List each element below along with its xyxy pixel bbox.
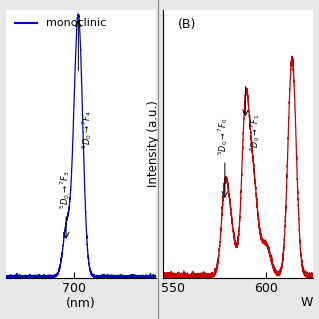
Text: $^5D_0{\rightarrow}^7F_3$: $^5D_0{\rightarrow}^7F_3$ <box>58 170 72 209</box>
Text: (B): (B) <box>178 18 197 31</box>
Text: $^5D_0{\rightarrow}^7F_1$: $^5D_0{\rightarrow}^7F_1$ <box>248 114 262 151</box>
Text: W: W <box>300 296 313 309</box>
Text: $^5D_0{\rightarrow}^7F_0$: $^5D_0{\rightarrow}^7F_0$ <box>216 118 230 155</box>
X-axis label: (nm): (nm) <box>66 297 96 310</box>
Y-axis label: Intensity (a.u.): Intensity (a.u.) <box>147 100 160 187</box>
Text: $^5D_0{\rightarrow}^7F_4$: $^5D_0{\rightarrow}^7F_4$ <box>80 110 94 149</box>
Legend: monoclinic: monoclinic <box>12 15 110 32</box>
